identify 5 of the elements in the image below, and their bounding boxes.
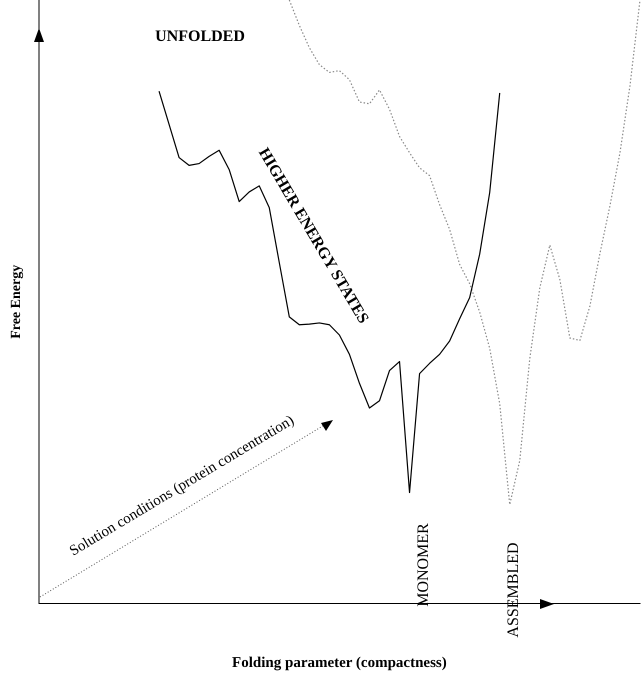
y-axis-title: Free Energy (9, 264, 24, 339)
annotation: ASSEMBLED (505, 542, 522, 638)
annotation: UNFOLDED (155, 28, 245, 46)
annotation: MONOMER (415, 522, 432, 607)
x-axis-title: Folding parameter (compactness) (232, 654, 447, 671)
